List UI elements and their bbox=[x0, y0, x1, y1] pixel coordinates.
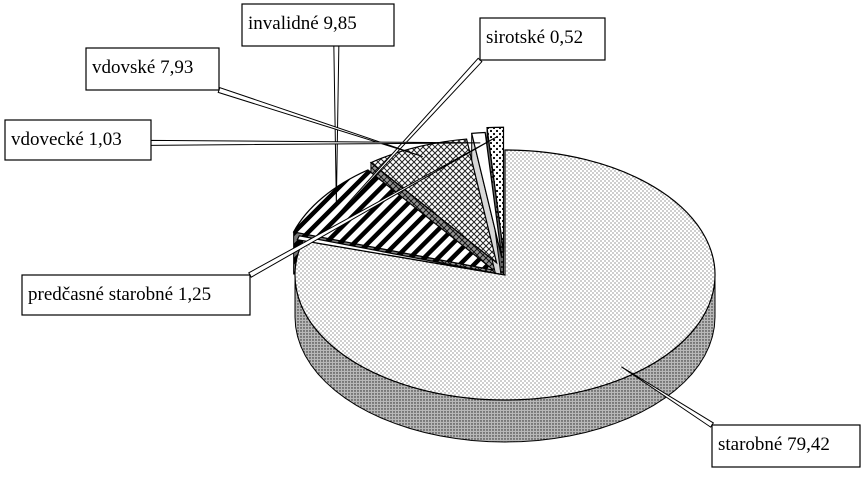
leader-line bbox=[217, 86, 423, 158]
pie-slice-sirotské bbox=[296, 235, 500, 275]
data-label: predčasné starobné 1,25 bbox=[28, 284, 211, 305]
data-label-box bbox=[711, 424, 861, 468]
data-label-box bbox=[241, 3, 395, 47]
data-label-box bbox=[4, 119, 152, 161]
data-label: starobné 79,42 bbox=[718, 434, 830, 455]
pie-slice-vdovecké bbox=[470, 131, 503, 258]
pie-slice-vdovské bbox=[369, 138, 498, 265]
data-label-box bbox=[85, 47, 220, 91]
data-label: vdovské 7,93 bbox=[92, 57, 193, 78]
pie-slice-predčasné-starobné bbox=[486, 126, 505, 253]
pie-slice-starobné bbox=[294, 149, 716, 401]
data-label-box bbox=[21, 274, 251, 316]
data-label: vdovecké 1,03 bbox=[11, 129, 122, 150]
pie-slice-invalidné bbox=[292, 169, 494, 271]
data-label-box bbox=[479, 17, 606, 61]
data-label: sirotské 0,52 bbox=[486, 27, 583, 48]
leader-line bbox=[333, 45, 340, 204]
data-label: invalidné 9,85 bbox=[248, 13, 357, 34]
